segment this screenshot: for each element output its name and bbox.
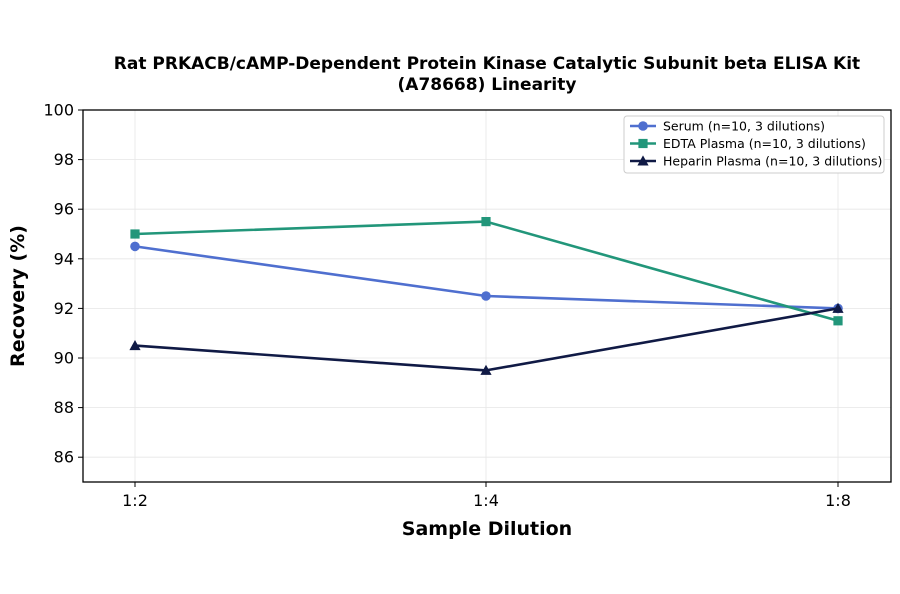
legend-label: EDTA Plasma (n=10, 3 dilutions) [663,136,866,151]
series-line [134,307,839,372]
legend-marker [637,155,649,166]
data-point [832,302,844,313]
y-tick-label: 90 [54,349,74,368]
legend: Serum (n=10, 3 dilutions) EDTA Plasma (n=… [623,115,885,174]
data-point [129,340,141,351]
legend-entry: Heparin Plasma (n=10, 3 dilutions) [630,154,882,169]
data-point [480,364,492,375]
legend-box [623,115,885,174]
series-2 [129,302,844,375]
series-0 [130,241,843,314]
x-tick-label: 1:8 [825,491,851,510]
x-axis: 1:2 1:4 1:8 [122,482,851,510]
data-point [481,217,491,227]
y-tick-label: 88 [54,398,74,417]
y-tick-label: 100 [43,101,74,120]
y-tick-label: 92 [54,299,74,318]
data-point [130,241,140,252]
series-1 [130,217,843,326]
legend-entry: EDTA Plasma (n=10, 3 dilutions) [630,136,866,151]
legend-label: Serum (n=10, 3 dilutions) [663,119,825,134]
y-tick-label: 86 [54,448,74,467]
y-tick-label: 98 [54,150,74,169]
y-tick-label: 94 [54,249,74,268]
legend-marker [638,138,648,149]
chart-subtitle: (A78668) Linearity [398,75,577,95]
y-axis-label: Recovery (%) [7,225,29,367]
plot-frame [82,109,892,483]
chart-title: Rat PRKACB/cAMP-Dependent Protein Kinase… [114,54,860,74]
data-point [481,291,491,301]
x-tick-label: 1:4 [473,491,499,510]
legend-label: Heparin Plasma (n=10, 3 dilutions) [663,154,882,169]
data-point [833,316,843,326]
series-layer [129,217,844,375]
legend-entry: Serum (n=10, 3 dilutions) [630,119,825,134]
y-axis: 86 88 90 92 94 96 98 100 [43,101,83,467]
x-axis-label: Sample Dilution [402,518,572,540]
data-point [130,229,140,239]
x-tick-label: 1:2 [122,491,148,510]
legend-marker [638,121,648,131]
y-tick-label: 96 [54,200,74,219]
